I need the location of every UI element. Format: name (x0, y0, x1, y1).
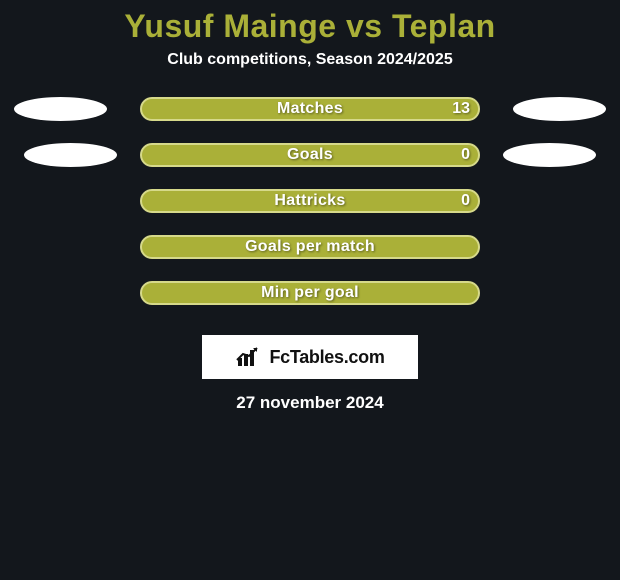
left-ellipse (14, 97, 107, 121)
stat-bar-label: Min per goal (140, 281, 480, 305)
stat-bar-value: 0 (461, 143, 470, 167)
stat-bar: Min per goal (140, 281, 480, 305)
page-title: Yusuf Mainge vs Teplan (0, 0, 620, 45)
right-ellipse (503, 143, 596, 167)
stat-rows: Matches13Goals0Hattricks0Goals per match… (0, 97, 620, 327)
stat-bar-value: 13 (452, 97, 470, 121)
stat-bar-label: Matches (140, 97, 480, 121)
logo-text: FcTables.com (269, 347, 384, 368)
stat-bar: Goals per match (140, 235, 480, 259)
stat-bar-label: Goals per match (140, 235, 480, 259)
page-subtitle: Club competitions, Season 2024/2025 (0, 51, 620, 69)
stat-bar: Hattricks0 (140, 189, 480, 213)
stat-row: Hattricks0 (0, 189, 620, 235)
right-ellipse (513, 97, 606, 121)
stat-row: Goals per match (0, 235, 620, 281)
stat-row: Matches13 (0, 97, 620, 143)
stat-row: Goals0 (0, 143, 620, 189)
date-text: 27 november 2024 (0, 393, 620, 413)
stat-bar-label: Hattricks (140, 189, 480, 213)
stat-bar: Goals0 (140, 143, 480, 167)
stat-bar-value: 0 (461, 189, 470, 213)
logo-box: FcTables.com (202, 335, 418, 379)
stat-bar: Matches13 (140, 97, 480, 121)
stat-row: Min per goal (0, 281, 620, 327)
left-ellipse (24, 143, 117, 167)
stat-bar-label: Goals (140, 143, 480, 167)
logo-chart-icon (235, 346, 263, 368)
page: Yusuf Mainge vs Teplan Club competitions… (0, 0, 620, 580)
